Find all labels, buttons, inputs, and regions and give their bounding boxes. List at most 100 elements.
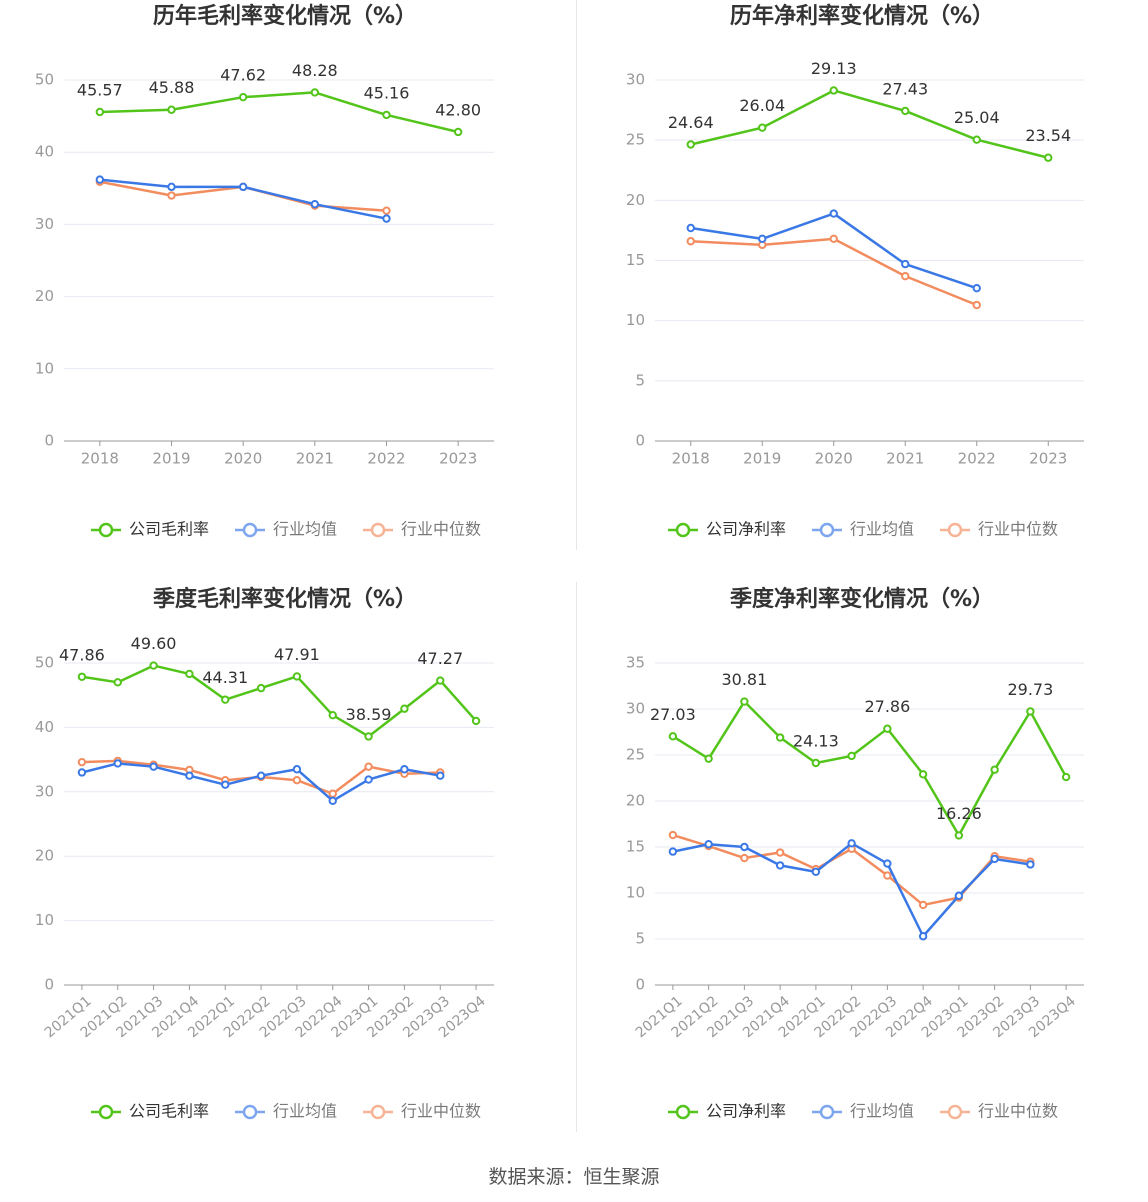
data-source-note: 数据来源：恒生聚源 xyxy=(488,1166,660,1188)
y-tick-label: 25 xyxy=(626,131,645,149)
data-point-company xyxy=(256,683,266,693)
data-point-company xyxy=(292,672,302,681)
data-label: 47.86 xyxy=(59,645,105,664)
chart-panel-2: 历年净利率变化情况（%） 0 5 10 15 20 25 30 2018 2019 2020 2021… xyxy=(626,3,1084,539)
legend-item-avg: 行业均值 xyxy=(235,520,337,539)
data-point-company xyxy=(453,127,463,137)
legend-label: 公司毛利率 xyxy=(129,520,209,539)
legend-item-avg: 行业均值 xyxy=(812,520,914,539)
legend-item-median: 行业中位数 xyxy=(363,520,481,539)
data-point-avg xyxy=(686,223,695,233)
legend-swatch-marker xyxy=(98,522,114,538)
data-point-median xyxy=(328,789,337,798)
legend-label: 行业中位数 xyxy=(978,1102,1058,1121)
legend-swatch-marker xyxy=(242,1104,258,1120)
data-label: 25.04 xyxy=(954,108,1000,127)
data-point-avg xyxy=(704,840,713,849)
y-tick-label: 20 xyxy=(626,191,645,209)
data-point-median xyxy=(364,762,373,771)
y-tick-label: 0 xyxy=(635,976,645,994)
x-tick-label: 2022 xyxy=(958,450,996,468)
data-point-company xyxy=(221,695,230,704)
data-point-median xyxy=(292,776,302,785)
x-tick-label: 2021 xyxy=(296,450,334,468)
chart-panel-1: 历年毛利率变化情况（%） 0 10 20 30 40 50 2018 2019 2020 2021 2… xyxy=(35,3,494,539)
data-point-avg xyxy=(811,867,821,877)
x-tick-label: 2023 xyxy=(1029,450,1067,468)
legend-label: 行业均值 xyxy=(850,1102,914,1121)
y-tick-label: 20 xyxy=(35,287,54,305)
data-point-avg xyxy=(954,891,964,900)
chart-title: 季度净利率变化情况（%） xyxy=(730,586,994,612)
legend-item-company: 公司净利率 xyxy=(668,1102,786,1121)
series-line-company xyxy=(99,91,459,134)
data-point-company xyxy=(185,669,194,679)
y-tick-label: 20 xyxy=(626,792,645,810)
data-point-median xyxy=(829,234,838,244)
legend-label: 行业中位数 xyxy=(401,1102,481,1121)
data-point-avg xyxy=(95,175,105,184)
data-point-company xyxy=(310,88,320,97)
data-point-median xyxy=(972,300,981,310)
y-tick-label: 0 xyxy=(635,432,645,450)
series-line-avg xyxy=(672,842,1031,938)
y-tick-label: 0 xyxy=(44,432,54,450)
data-label: 49.60 xyxy=(131,634,177,653)
legend-item-median: 行业中位数 xyxy=(940,1102,1058,1121)
data-point-company xyxy=(883,724,892,733)
data-point-avg xyxy=(400,765,409,774)
data-point-median xyxy=(901,271,910,281)
data-point-avg xyxy=(221,780,230,789)
x-tick-label: 2020 xyxy=(224,450,262,468)
data-point-avg xyxy=(1026,860,1035,869)
legend-label: 行业中位数 xyxy=(978,520,1058,539)
legend-swatch-marker xyxy=(947,1104,963,1120)
data-point-avg xyxy=(364,775,373,784)
x-tick-label: 2022 xyxy=(367,450,405,468)
y-tick-label: 40 xyxy=(35,718,54,736)
legend-label: 行业均值 xyxy=(273,520,337,539)
data-point-company xyxy=(704,754,713,763)
series-line-company xyxy=(672,700,1068,837)
legend-item-company: 公司毛利率 xyxy=(91,520,209,539)
data-label: 27.03 xyxy=(650,705,696,724)
y-tick-label: 15 xyxy=(626,251,645,269)
data-point-company xyxy=(77,672,87,681)
data-label: 48.28 xyxy=(292,61,338,80)
legend-label: 行业均值 xyxy=(273,1102,337,1121)
data-label: 45.88 xyxy=(149,78,195,97)
data-label: 27.86 xyxy=(864,697,910,716)
data-point-company xyxy=(149,661,158,670)
legend-item-avg: 行业均值 xyxy=(235,1102,337,1121)
data-label: 45.57 xyxy=(77,80,123,99)
data-point-company xyxy=(1026,707,1035,716)
y-tick-label: 50 xyxy=(35,71,54,89)
data-label: 47.91 xyxy=(274,645,320,664)
x-tick-label: 2020 xyxy=(815,450,853,468)
data-point-company xyxy=(1044,153,1053,162)
data-point-avg xyxy=(185,771,194,780)
data-point-avg xyxy=(256,771,266,780)
data-point-company xyxy=(954,831,964,840)
legend-label: 公司净利率 xyxy=(706,520,786,539)
y-tick-label: 0 xyxy=(44,976,54,994)
y-tick-label: 5 xyxy=(635,371,645,389)
data-point-avg xyxy=(972,283,981,293)
data-point-company xyxy=(382,110,391,120)
x-tick-label: 2019 xyxy=(152,450,190,468)
data-point-avg xyxy=(149,762,158,771)
series-line-median xyxy=(690,237,978,307)
y-tick-label: 10 xyxy=(626,311,645,329)
data-point-avg xyxy=(328,796,337,806)
legend-swatch-marker xyxy=(819,522,835,538)
series-line-company xyxy=(690,89,1049,159)
legend-swatch-marker xyxy=(370,1104,386,1120)
data-label: 29.13 xyxy=(811,59,857,78)
data-point-company xyxy=(471,716,481,726)
x-tick-label: 2023 xyxy=(439,450,477,468)
data-label: 30.81 xyxy=(721,670,767,689)
data-point-company xyxy=(740,697,749,706)
data-label: 24.13 xyxy=(793,732,839,751)
x-tick-label: 2018 xyxy=(672,450,710,468)
